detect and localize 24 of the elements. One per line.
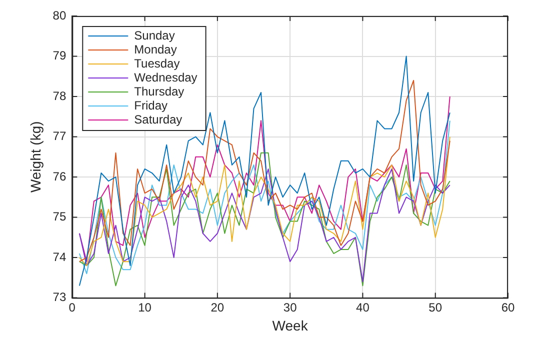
x-axis-title: Week <box>272 317 309 334</box>
y-tick-label: 75 <box>52 210 66 224</box>
legend-label: Thursday <box>134 84 184 98</box>
y-tick-label: 77 <box>52 129 66 144</box>
legend-label: Wednesday <box>134 70 198 84</box>
y-tick-label: 78 <box>52 88 66 103</box>
legend-label: Monday <box>134 42 177 56</box>
x-tick-label: 0 <box>68 300 76 314</box>
legend-label: Saturday <box>134 112 182 126</box>
x-tick-label: 60 <box>501 300 515 314</box>
legend-label: Friday <box>134 98 168 112</box>
x-tick-label: 40 <box>356 300 370 314</box>
y-tick-label: 74 <box>52 250 66 264</box>
x-tick-label: 20 <box>210 300 224 314</box>
y-tick-label: 79 <box>52 48 66 63</box>
x-tick-label: 30 <box>283 300 298 314</box>
y-tick-label: 73 <box>52 290 66 304</box>
x-tick-label: 50 <box>428 300 442 314</box>
x-tick-label: 10 <box>138 300 152 314</box>
y-tick-label: 76 <box>52 169 66 184</box>
y-tick-label: 80 <box>52 8 66 22</box>
legend-label: Sunday <box>134 28 175 42</box>
legend-label: Tuesday <box>134 56 180 70</box>
y-axis-title: Weight (kg) <box>27 121 44 193</box>
